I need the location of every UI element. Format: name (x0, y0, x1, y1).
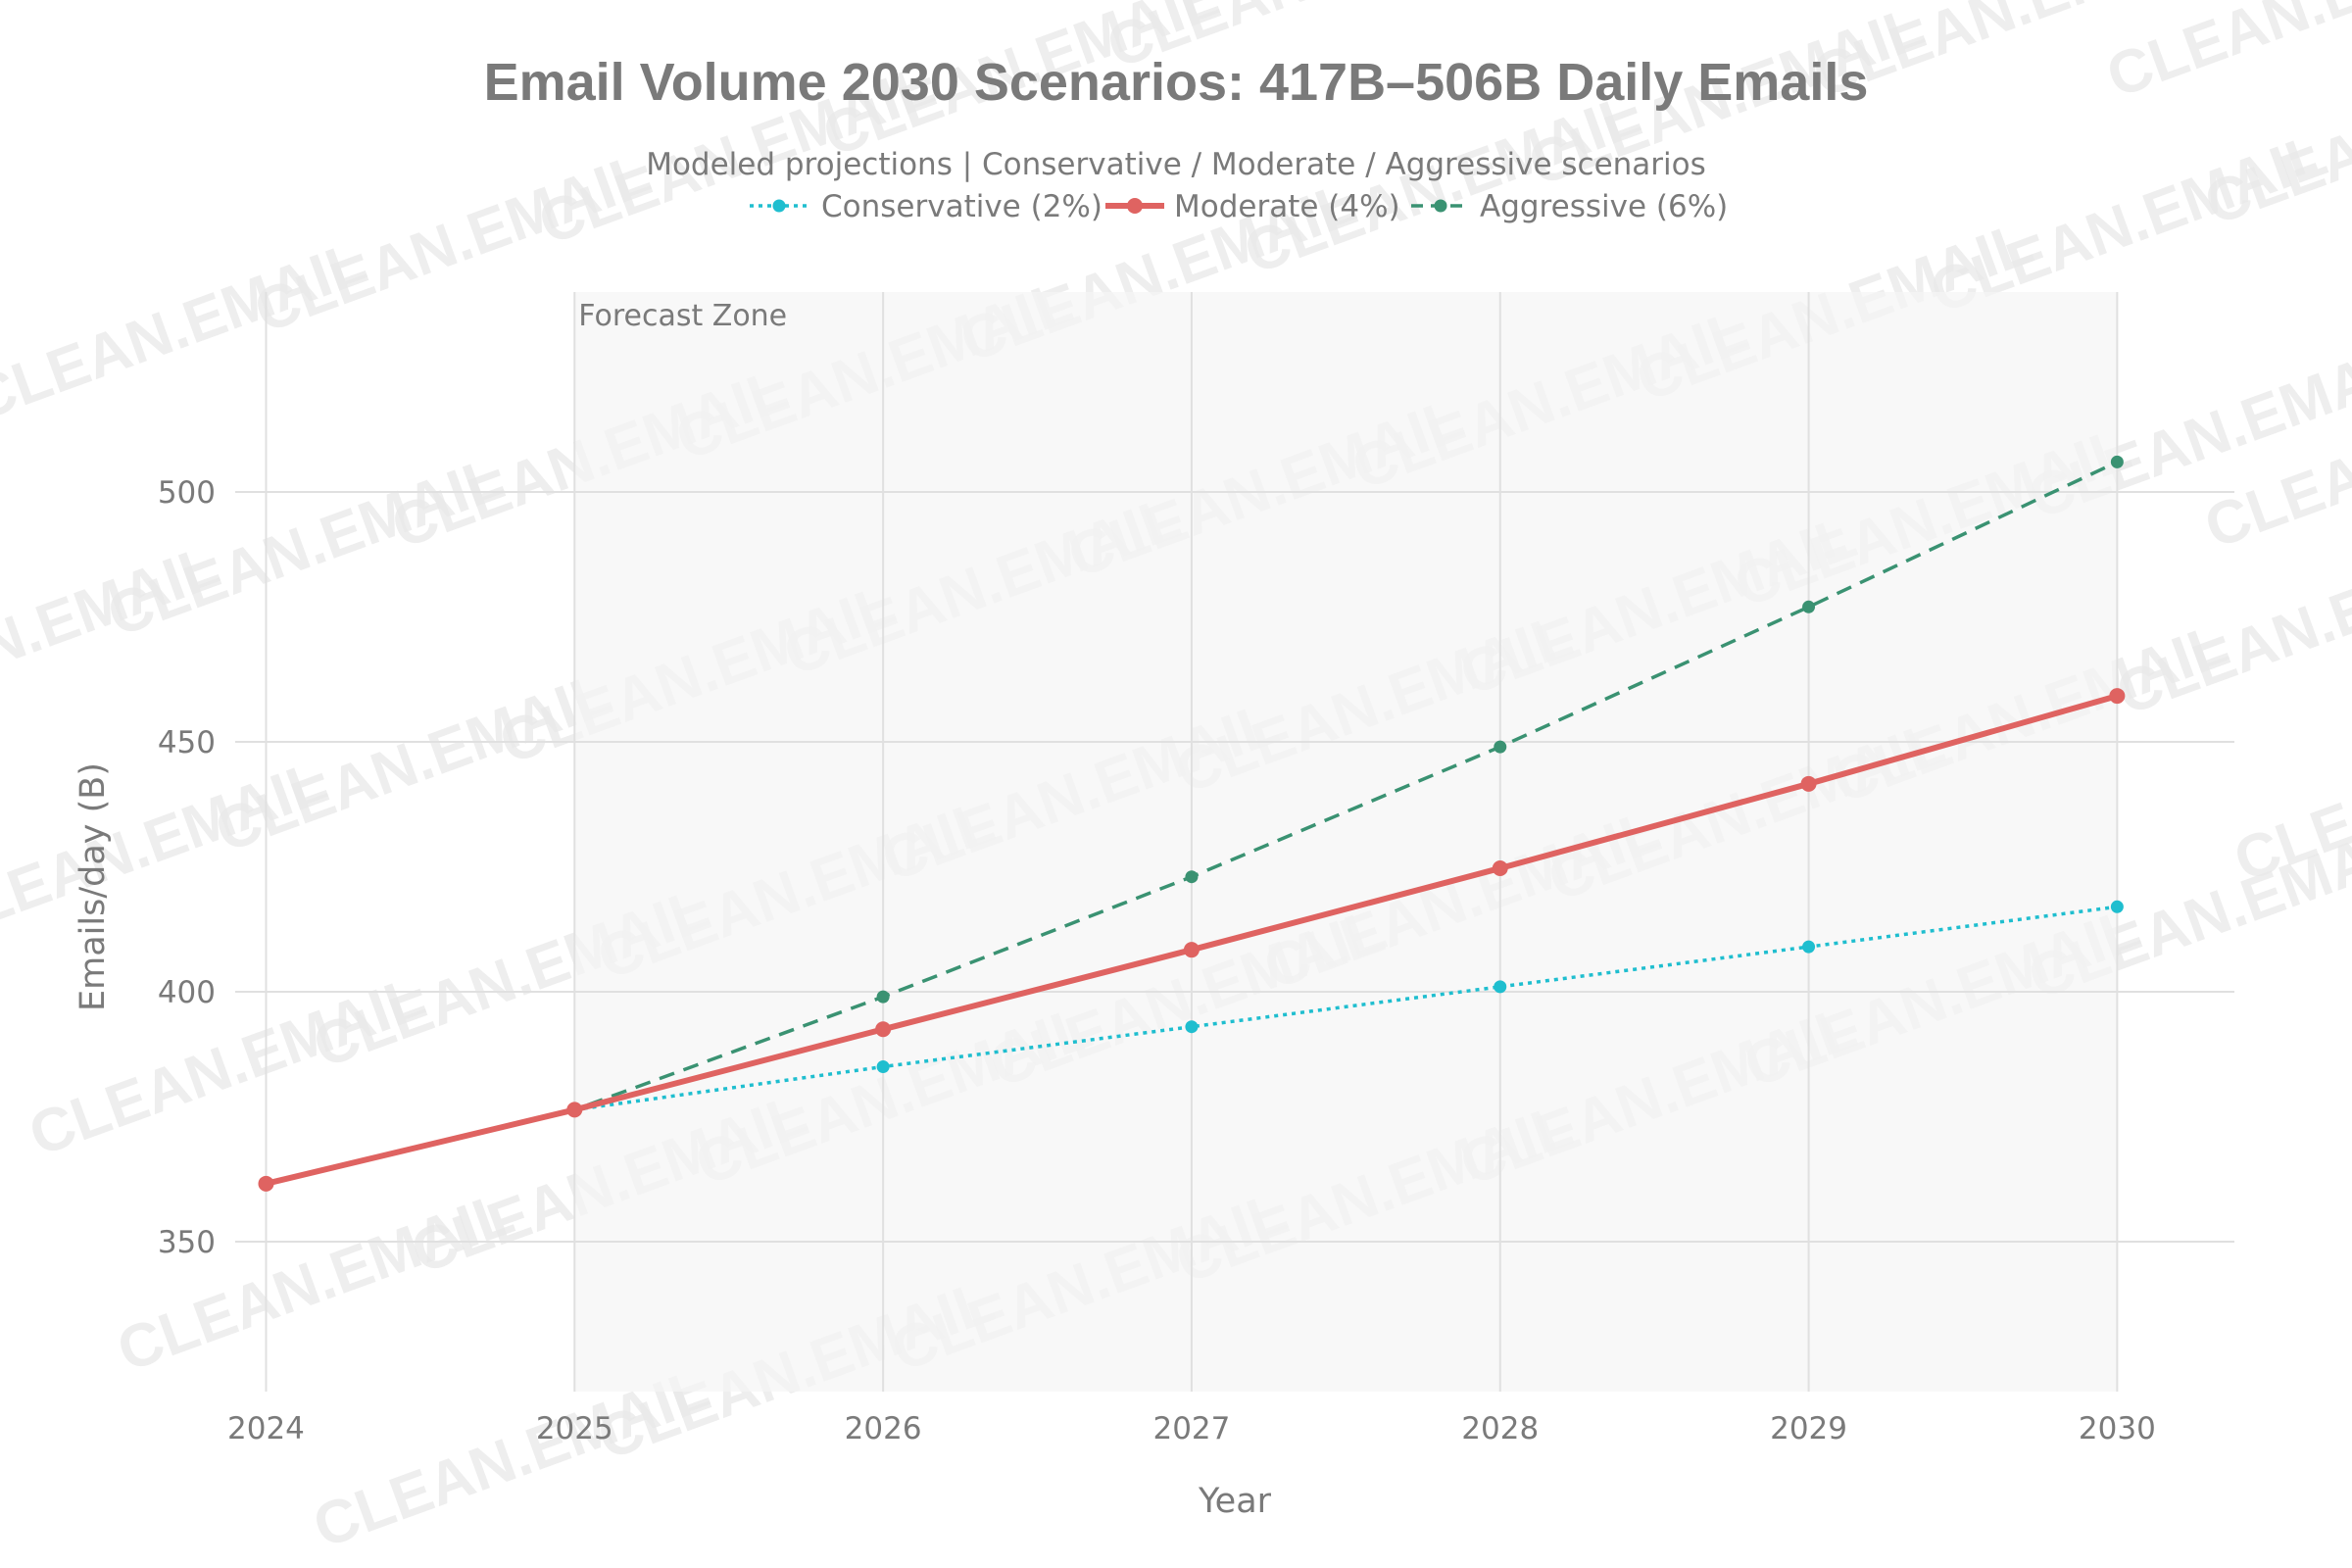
data-point-aggressive (876, 990, 890, 1004)
y-axis-ticks: 350 400 450 500 (158, 475, 216, 1260)
chart-subtitle: Modeled projections | Conservative / Mod… (646, 147, 1706, 182)
chart-title: Email Volume 2030 Scenarios: 417B–506B D… (484, 53, 1869, 112)
legend: Conservative (2%) Moderate (4%) Aggressive… (750, 189, 1728, 224)
legend-marker-swatch (1434, 199, 1447, 213)
data-point-conservative (1185, 1020, 1199, 1034)
x-tick-label: 2024 (227, 1411, 305, 1446)
legend-label: Aggressive (6%) (1480, 189, 1728, 224)
data-point-aggressive (1802, 600, 1816, 613)
legend-item-conservative: Conservative (2%) (750, 189, 1102, 224)
legend-label: Moderate (4%) (1174, 189, 1400, 224)
legend-item-moderate: Moderate (4%) (1105, 189, 1400, 224)
x-axis-ticks: 2024 2025 2026 2027 2028 2029 2030 (227, 1411, 2156, 1446)
data-point-moderate (1800, 775, 1817, 792)
data-point-conservative (1802, 940, 1816, 954)
data-point-moderate (258, 1175, 274, 1192)
data-point-moderate (2109, 688, 2126, 705)
y-tick-label: 450 (158, 725, 216, 760)
legend-marker-swatch (772, 199, 786, 213)
x-tick-label: 2029 (1770, 1411, 1847, 1446)
data-point-conservative (1494, 980, 1507, 994)
y-tick-label: 500 (158, 475, 216, 511)
x-tick-label: 2030 (2079, 1411, 2156, 1446)
forecast-zone-label: Forecast Zone (578, 299, 787, 333)
x-tick-label: 2025 (536, 1411, 613, 1446)
data-point-moderate (875, 1021, 892, 1038)
data-point-aggressive (2110, 455, 2124, 468)
x-tick-label: 2026 (845, 1411, 922, 1446)
x-tick-label: 2027 (1152, 1411, 1230, 1446)
y-tick-label: 350 (158, 1225, 216, 1260)
y-tick-label: 400 (158, 975, 216, 1010)
forecast-zone-shading (574, 292, 2118, 1392)
data-point-conservative (876, 1060, 890, 1073)
data-point-moderate (566, 1102, 583, 1118)
legend-marker-swatch (1127, 198, 1143, 214)
grid-lines (235, 292, 2234, 1392)
watermark-text: CLEAN.EMAIL (2098, 0, 2352, 111)
x-tick-label: 2028 (1461, 1411, 1539, 1446)
legend-item-aggressive: Aggressive (6%) (1411, 189, 1728, 224)
data-point-moderate (1183, 942, 1200, 958)
legend-label: Conservative (2%) (821, 189, 1102, 224)
data-point-conservative (2110, 900, 2124, 913)
x-axis-title: Year (1198, 1482, 1272, 1521)
data-point-aggressive (1185, 870, 1199, 884)
watermark-text: CLEAN.EMAIL (2226, 689, 2352, 895)
y-axis-title: Emails/day (B) (74, 762, 113, 1011)
series-layer (258, 455, 2126, 1192)
data-point-moderate (1492, 860, 1508, 877)
series-moderate (258, 688, 2126, 1192)
data-point-aggressive (1494, 740, 1507, 754)
